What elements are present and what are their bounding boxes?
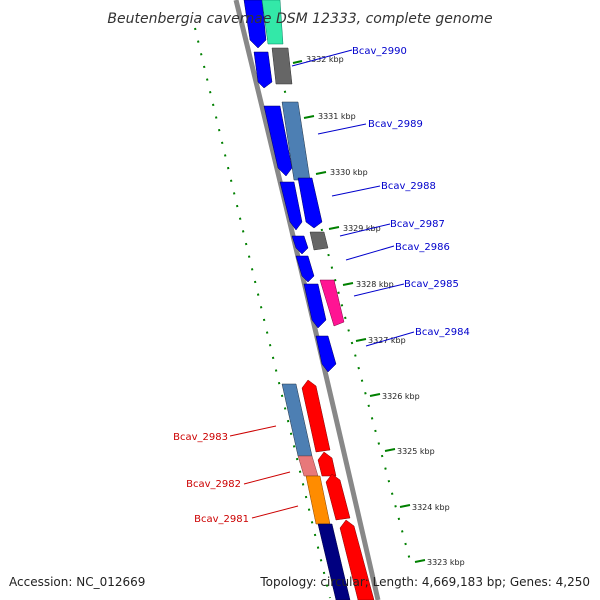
gene-bcav-2990[interactable] bbox=[271, 47, 293, 85]
tick-label-3327: 3327 kbp bbox=[368, 336, 406, 345]
tick-3329 bbox=[328, 226, 340, 230]
topology-label: Topology: circular; Length: 4,669,183 bp… bbox=[259, 575, 590, 589]
gene-bcav-2981-red[interactable] bbox=[325, 473, 351, 521]
tick-labels: 3332 kbp 3331 kbp 3330 kbp 3329 kbp 3328… bbox=[306, 55, 465, 567]
tick-3323 bbox=[414, 559, 426, 563]
tick-label-3324: 3324 kbp bbox=[412, 503, 450, 512]
gene-label-bcav-2984[interactable]: Bcav_2984 bbox=[415, 327, 470, 338]
gene-bcav-2984[interactable] bbox=[315, 335, 337, 373]
tick-3325 bbox=[384, 448, 396, 452]
tick-label-3325: 3325 kbp bbox=[397, 447, 435, 456]
gene-bcav-2986[interactable] bbox=[295, 255, 315, 283]
tick-3327 bbox=[355, 338, 367, 342]
tick-3328 bbox=[342, 282, 354, 286]
gene-bcav-2991a[interactable] bbox=[243, 0, 267, 49]
tick-3331 bbox=[303, 115, 315, 119]
gene-label-bcav-2990[interactable]: Bcav_2990 bbox=[352, 46, 407, 57]
gene-red-bottom[interactable] bbox=[339, 519, 375, 600]
map-title: Beutenbergia cavernae DSM 12333, complet… bbox=[107, 11, 492, 27]
gene-labels: Bcav_2990 Bcav_2989 Bcav_2988 Bcav_2987 … bbox=[173, 46, 470, 525]
accession-label: Accession: NC_012669 bbox=[9, 575, 145, 589]
tick-label-3332: 3332 kbp bbox=[306, 55, 344, 64]
gene-label-bcav-2983[interactable]: Bcav_2983 bbox=[173, 432, 228, 443]
tick-marks bbox=[292, 60, 426, 563]
gene-label-bcav-2987[interactable]: Bcav_2987 bbox=[390, 219, 445, 230]
gene-bcav-2989-blue[interactable] bbox=[263, 105, 293, 177]
gene-bcav-2988-blue[interactable] bbox=[279, 181, 303, 231]
genome-backbone bbox=[233, 0, 381, 600]
gene-bcav-2982[interactable] bbox=[297, 455, 319, 477]
gene-bcav-2991b[interactable] bbox=[261, 0, 284, 45]
tick-3330 bbox=[315, 171, 327, 175]
reverse-strand-genes bbox=[281, 379, 375, 600]
gene-bcav-2990-blue[interactable] bbox=[253, 51, 273, 89]
gene-bcav-2983-red[interactable] bbox=[301, 379, 331, 453]
gene-label-bcav-2989[interactable]: Bcav_2989 bbox=[368, 119, 423, 130]
tick-label-3326: 3326 kbp bbox=[382, 392, 420, 401]
gene-label-bcav-2986[interactable]: Bcav_2986 bbox=[395, 242, 450, 253]
tick-3332 bbox=[292, 60, 303, 64]
gene-label-bcav-2982[interactable]: Bcav_2982 bbox=[186, 479, 241, 490]
gene-bcav-2985[interactable] bbox=[319, 279, 345, 327]
gene-bcav-2987-blue[interactable] bbox=[291, 235, 309, 255]
tick-3324 bbox=[399, 504, 411, 508]
gene-bcav-2987[interactable] bbox=[309, 231, 329, 251]
tick-label-3330: 3330 kbp bbox=[330, 168, 368, 177]
label-leaders bbox=[229, 49, 415, 519]
tick-label-3323: 3323 kbp bbox=[427, 558, 465, 567]
forward-strand-genes bbox=[243, 0, 345, 373]
gene-bcav-2985-blue[interactable] bbox=[303, 283, 327, 329]
gene-label-bcav-2985[interactable]: Bcav_2985 bbox=[404, 279, 459, 290]
tick-label-3329: 3329 kbp bbox=[343, 224, 381, 233]
gene-label-bcav-2988[interactable]: Bcav_2988 bbox=[381, 181, 436, 192]
gene-bcav-2982-red[interactable] bbox=[317, 451, 337, 477]
tick-3326 bbox=[369, 393, 381, 397]
tick-label-3328: 3328 kbp bbox=[356, 280, 394, 289]
gene-label-bcav-2981[interactable]: Bcav_2981 bbox=[194, 514, 249, 525]
gene-bcav-2988[interactable] bbox=[297, 177, 323, 229]
gene-navy[interactable] bbox=[317, 523, 351, 600]
tick-label-3331: 3331 kbp bbox=[318, 112, 356, 121]
